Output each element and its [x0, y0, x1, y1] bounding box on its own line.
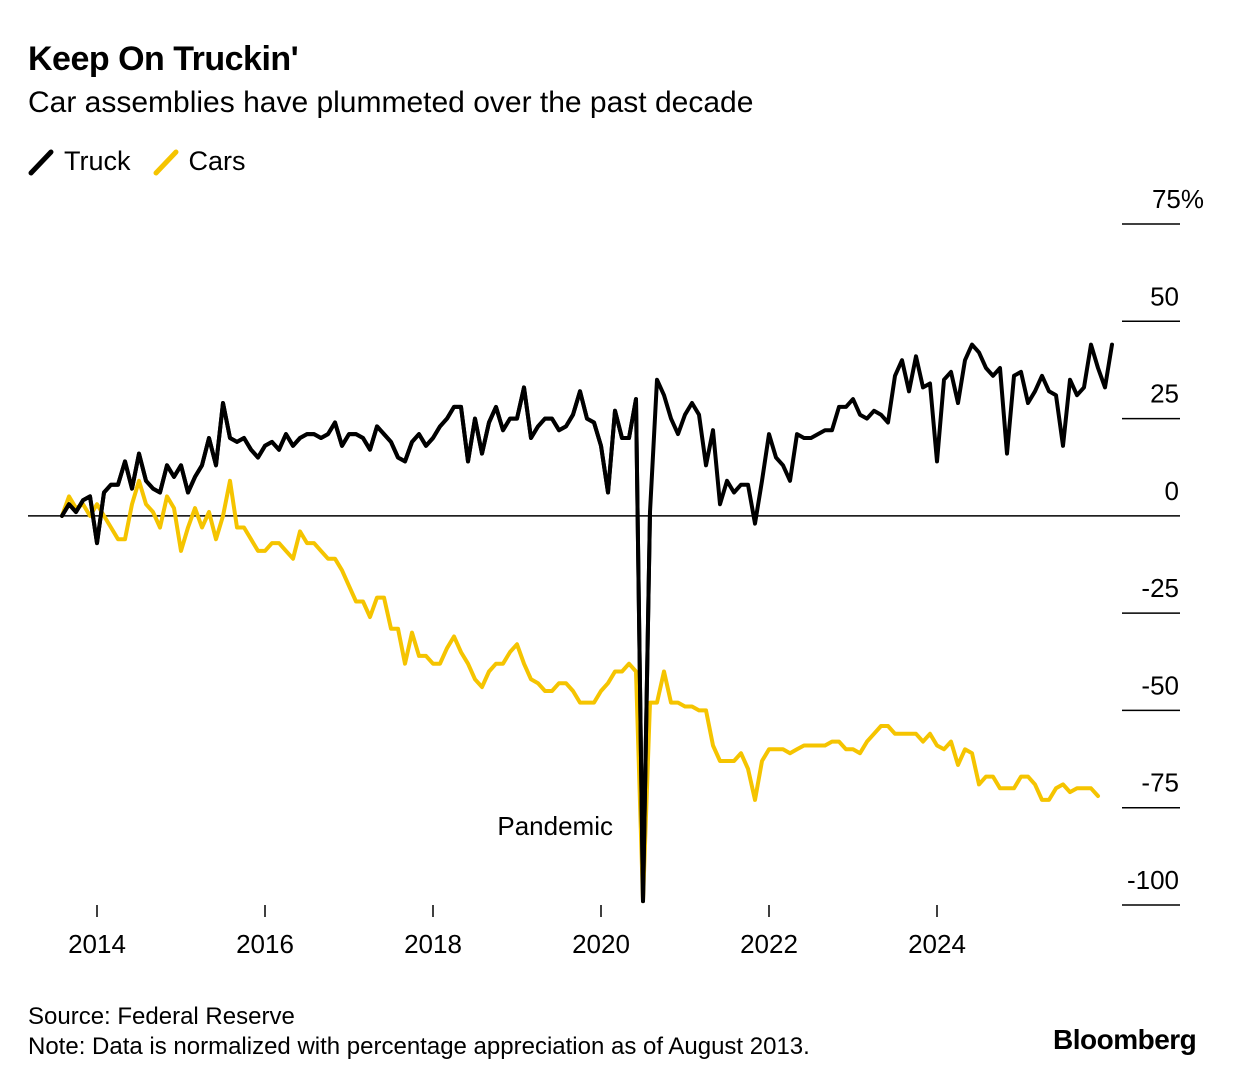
- chart-title: Keep On Truckin': [28, 40, 299, 78]
- y-tick-label-0: 75%: [1152, 184, 1204, 214]
- legend-swatch-truck-icon: [28, 147, 54, 177]
- source-note: Source: Federal Reserve: [28, 1003, 295, 1030]
- bloomberg-logo: Bloomberg: [1053, 1024, 1197, 1055]
- y-tick-label-3: 0: [1165, 476, 1179, 506]
- annotation-pandemic: Pandemic: [497, 811, 613, 841]
- legend-label-truck: Truck: [64, 146, 131, 176]
- legend: Truck Cars: [28, 146, 268, 177]
- footnote: Note: Data is normalized with percentage…: [28, 1033, 810, 1060]
- series-line-truck-overlay: [60, 385, 652, 904]
- x-tick-label-4: 2022: [740, 929, 798, 959]
- x-tick-label-2: 2018: [404, 929, 462, 959]
- legend-label-cars: Cars: [188, 146, 246, 176]
- legend-item-cars: Cars: [153, 146, 246, 177]
- x-tick-label-1: 2016: [236, 929, 294, 959]
- legend-item-truck: Truck: [28, 146, 131, 177]
- series-line-cars: [60, 478, 1100, 904]
- x-tick-label-5: 2024: [908, 929, 966, 959]
- y-tick-label-2: 25: [1150, 379, 1179, 409]
- y-tick-label-4: -25: [1141, 573, 1179, 603]
- x-tick-label-0: 2014: [68, 929, 126, 959]
- chart-subtitle: Car assemblies have plummeted over the p…: [28, 86, 754, 119]
- y-tick-label-7: -100: [1127, 865, 1179, 895]
- y-tick-label-6: -75: [1141, 768, 1179, 798]
- y-tick-label-5: -50: [1141, 670, 1179, 700]
- legend-swatch-cars-icon: [153, 147, 179, 177]
- y-tick-label-1: 50: [1150, 281, 1179, 311]
- x-tick-label-3: 2020: [572, 929, 630, 959]
